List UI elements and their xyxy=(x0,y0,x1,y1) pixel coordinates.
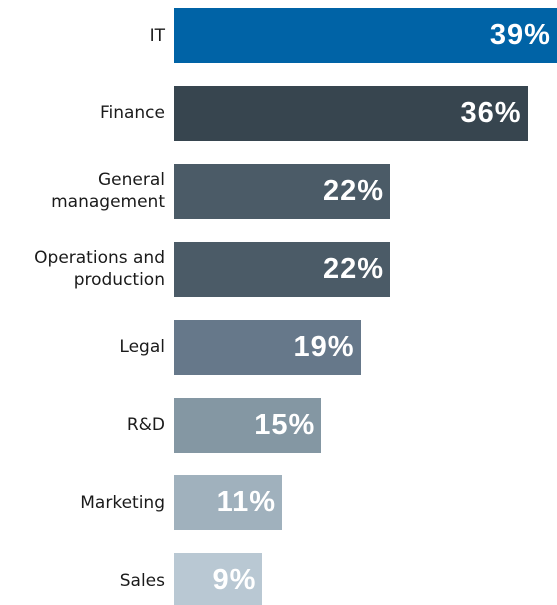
value-label: 9% xyxy=(212,564,257,597)
bar xyxy=(174,241,391,297)
category-label: Legal xyxy=(119,337,165,358)
bar xyxy=(174,553,263,605)
bar xyxy=(174,163,391,219)
value-label: 39% xyxy=(489,19,551,51)
bar xyxy=(174,85,528,141)
value-label: 36% xyxy=(460,96,522,129)
value-label: 15% xyxy=(254,408,316,441)
value-label: 22% xyxy=(322,252,385,285)
category-label: R&D xyxy=(126,415,165,435)
category-label: General management xyxy=(51,170,165,213)
bar xyxy=(174,319,361,375)
category-label: Sales xyxy=(119,570,165,591)
bar xyxy=(174,8,557,63)
category-label: Finance xyxy=(99,103,165,124)
category-label: Marketing xyxy=(80,492,165,513)
value-label: 11% xyxy=(216,486,277,519)
value-label: 22% xyxy=(322,174,385,207)
bar xyxy=(174,475,283,531)
bar xyxy=(174,397,322,453)
category-label: IT xyxy=(149,25,165,46)
category-label: Operations and production xyxy=(34,248,165,291)
value-label: 19% xyxy=(293,330,355,363)
